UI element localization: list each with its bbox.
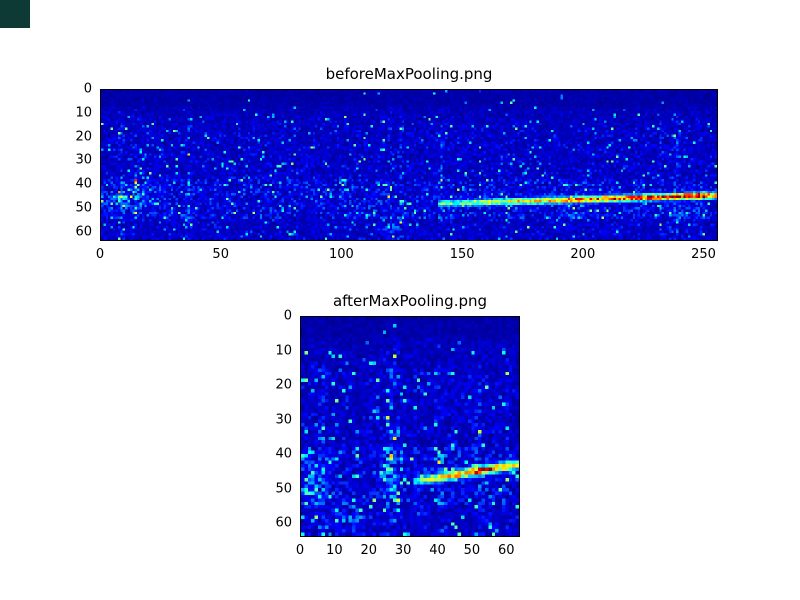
x-tick-label: 20: [360, 543, 378, 558]
chart-title-before: beforeMaxPooling.png: [325, 65, 493, 83]
y-tick-label: 50: [75, 200, 92, 216]
x-tick-label: 100: [328, 247, 354, 262]
x-tick-label: 30: [394, 543, 412, 558]
x-tick-label: 150: [449, 247, 475, 262]
y-tick-label: 0: [83, 81, 92, 97]
x-tick-label: 0: [295, 543, 305, 558]
y-tick-label: 0: [283, 308, 292, 324]
y-tick-label: 50: [275, 481, 292, 497]
y-tick-label: 10: [275, 343, 292, 359]
x-tick-label: 60: [497, 543, 515, 558]
chart-title-after: afterMaxPooling.png: [332, 292, 488, 310]
spectrogram-image-after: [301, 317, 519, 536]
x-tick-label: 10: [326, 543, 343, 558]
spectrogram-image-before: [101, 90, 717, 240]
x-tick-label: 50: [212, 247, 229, 262]
y-tick-label: 40: [75, 176, 92, 192]
heatmap-axes-after: [300, 316, 520, 537]
y-tick-label: 30: [75, 152, 92, 168]
heatmap-axes-before: [100, 89, 718, 241]
x-tick-label: 50: [463, 543, 481, 558]
y-tick-label: 10: [75, 105, 92, 121]
x-tick-label: 0: [95, 247, 105, 262]
y-tick-label: 30: [275, 412, 292, 428]
corner-artifact: [0, 0, 30, 28]
y-tick-label: 40: [275, 446, 292, 462]
y-tick-label: 20: [275, 377, 292, 393]
x-tick-label: 40: [429, 543, 446, 558]
x-tick-label: 200: [570, 247, 596, 262]
y-tick-label: 60: [275, 515, 292, 531]
x-tick-label: 250: [691, 247, 716, 262]
y-tick-label: 20: [75, 129, 92, 144]
y-tick-label: 60: [75, 224, 92, 239]
